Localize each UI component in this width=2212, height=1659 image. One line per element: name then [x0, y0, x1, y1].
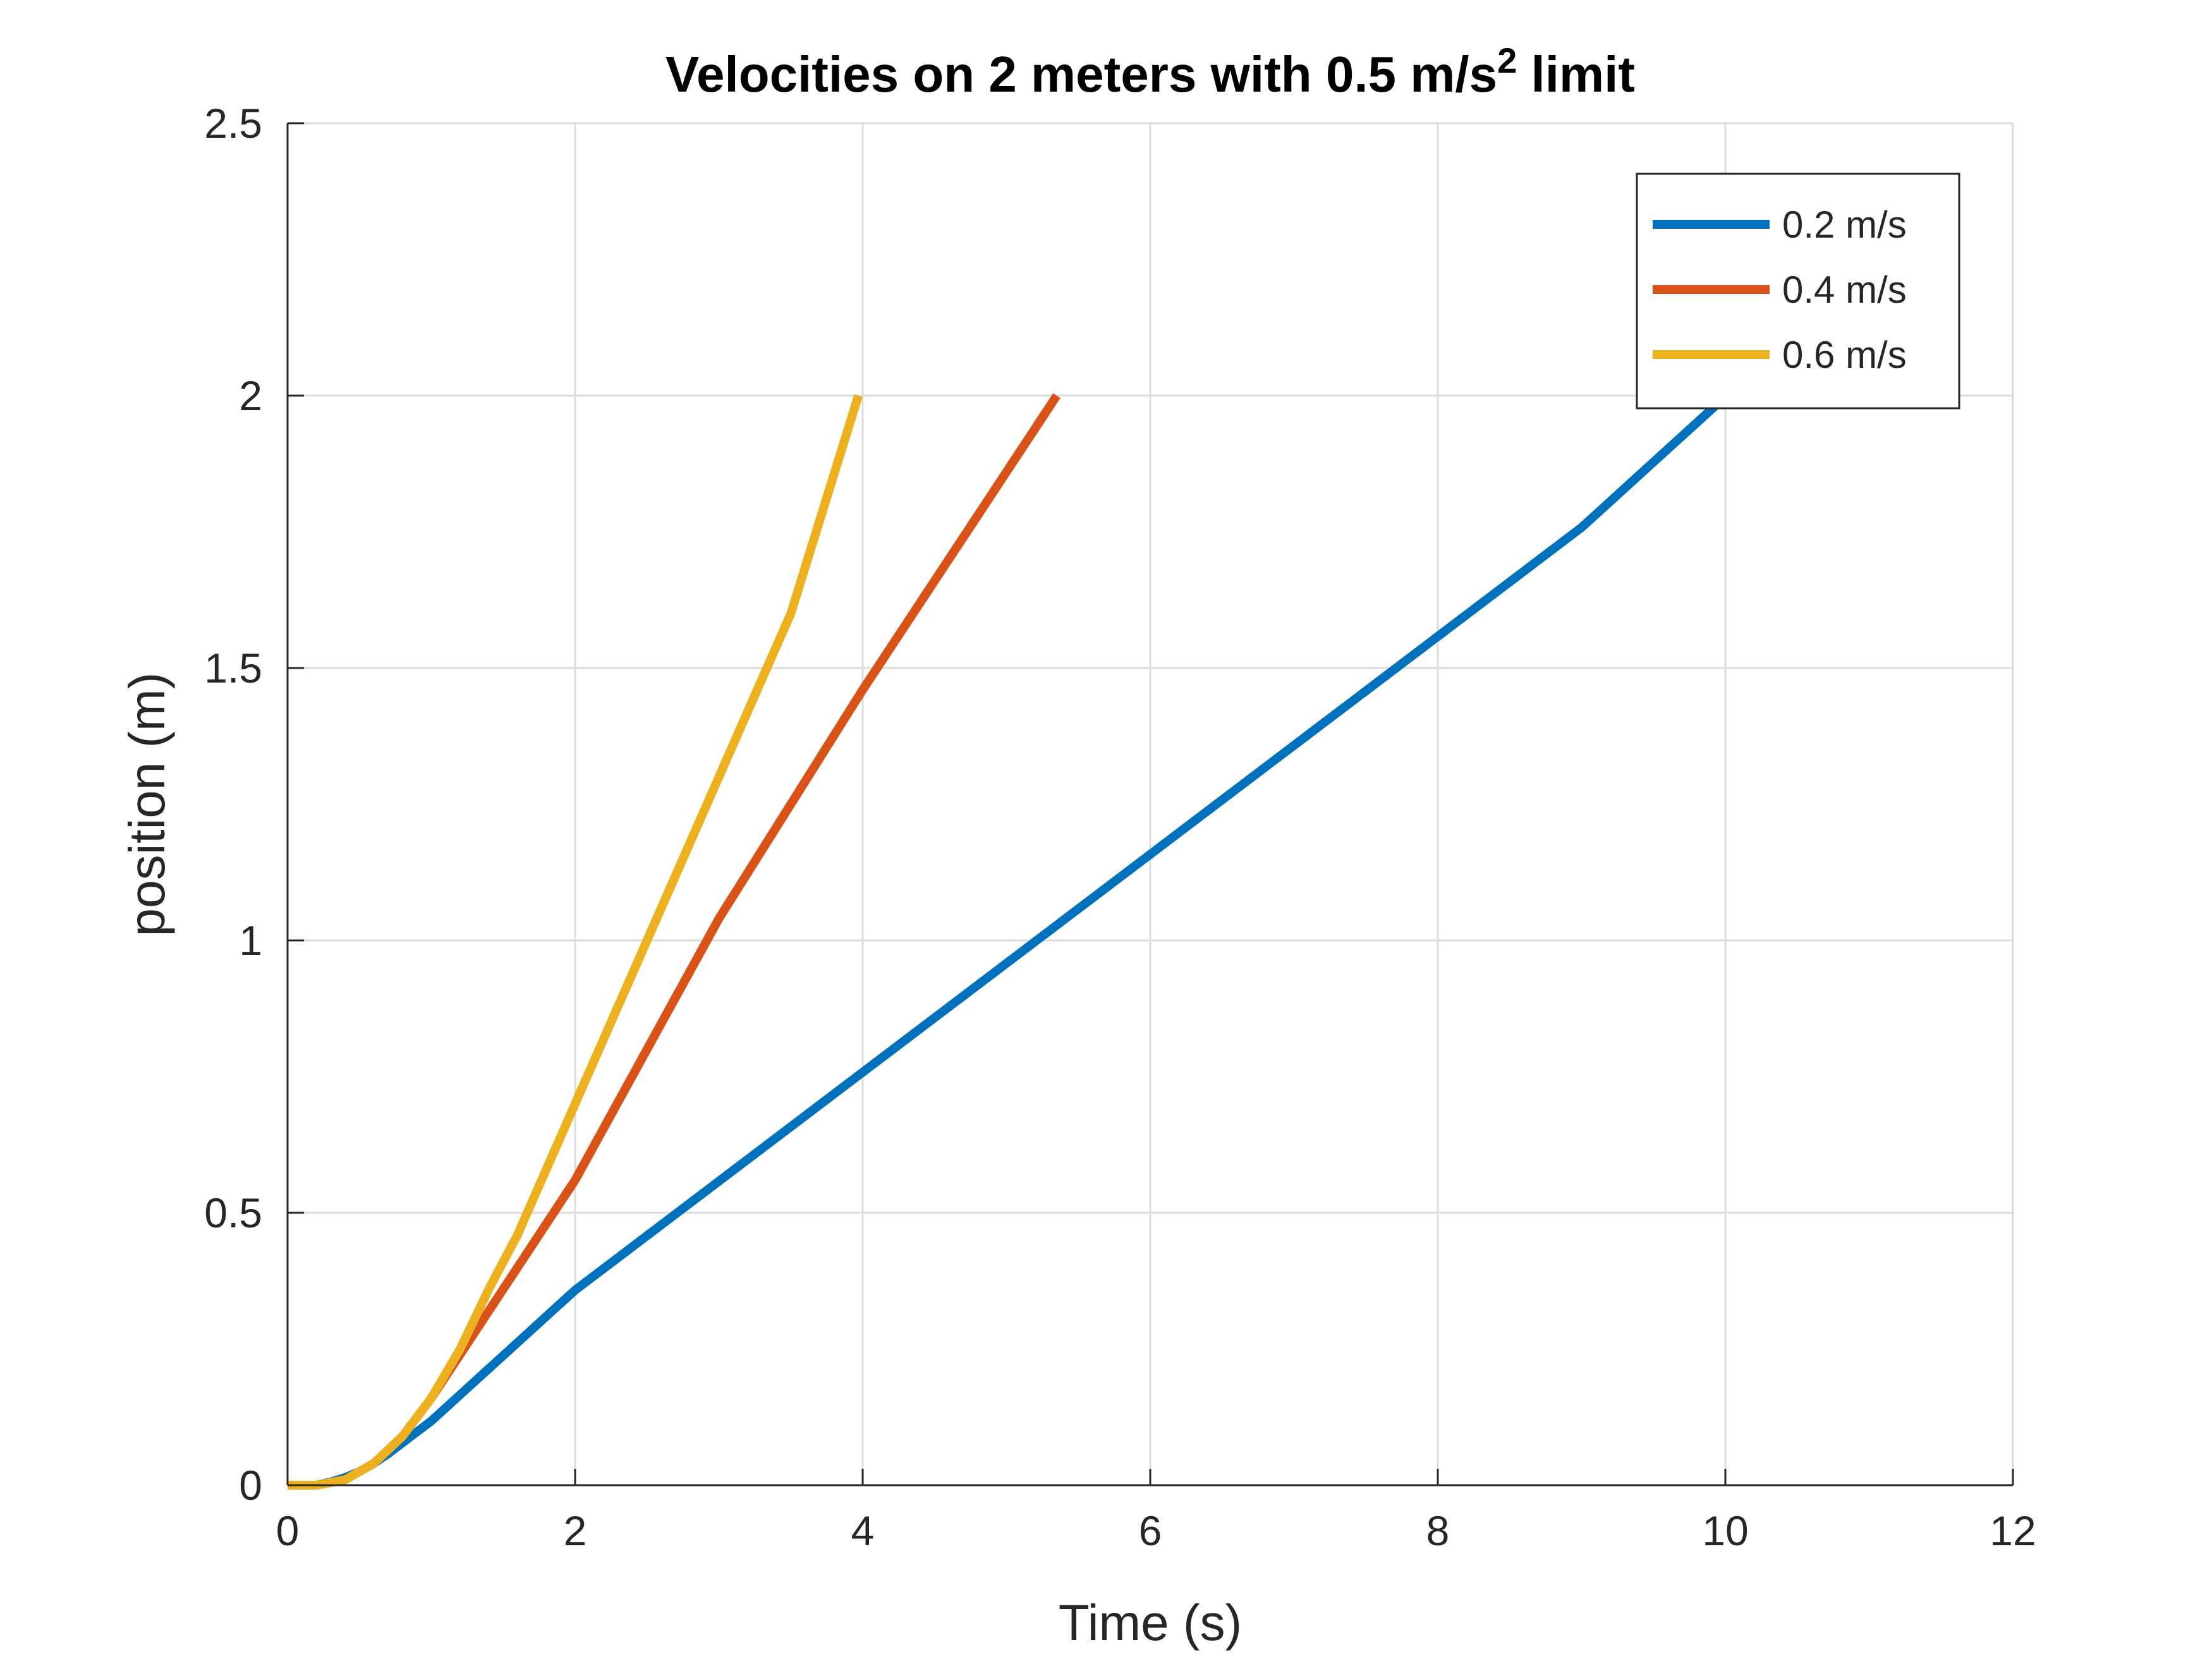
x-tick-label: 10	[1702, 1507, 1748, 1554]
legend: 0.2 m/s 0.4 m/s 0.6 m/s	[1637, 174, 1959, 408]
y-tick-label: 2	[239, 372, 262, 419]
x-tick-label: 2	[564, 1507, 587, 1554]
x-axis-label: Time (s)	[1059, 1595, 1242, 1651]
legend-entry: 0.4 m/s	[1782, 269, 1907, 311]
y-tick-label: 1	[239, 917, 262, 964]
legend-entry: 0.2 m/s	[1782, 204, 1907, 246]
legend-entry: 0.6 m/s	[1782, 334, 1907, 376]
y-tick-label: 1.5	[204, 645, 262, 691]
x-tick-label: 6	[1139, 1507, 1162, 1554]
chart-title: Velocities on 2 meters with 0.5 m/s2 lim…	[665, 40, 1635, 102]
chart-title-suffix: limit	[1517, 46, 1635, 102]
y-tick-label: 2.5	[204, 100, 262, 147]
chart-title-main: Velocities on 2 meters with 0.5 m/s	[665, 46, 1497, 102]
x-tick-label: 0	[276, 1507, 300, 1554]
y-tick-label: 0.5	[204, 1189, 262, 1236]
y-axis-label: position (m)	[119, 672, 175, 937]
x-tick-label: 4	[851, 1507, 875, 1554]
x-tick-label: 8	[1426, 1507, 1450, 1554]
x-tick-label: 12	[1990, 1507, 2036, 1554]
chart-title-superscript: 2	[1497, 40, 1517, 80]
y-tick-label: 0	[239, 1462, 262, 1509]
